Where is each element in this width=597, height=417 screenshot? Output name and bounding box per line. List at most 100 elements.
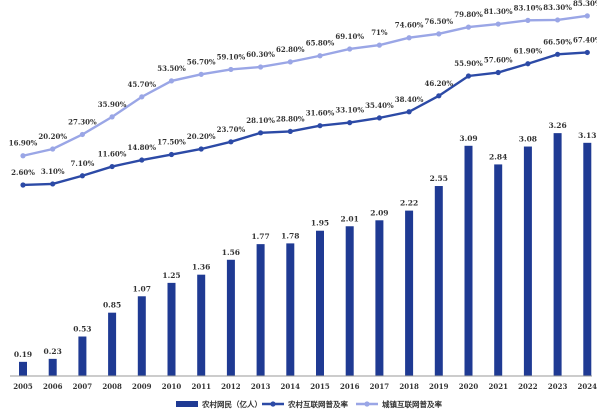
rural-point-2011 xyxy=(198,146,204,152)
urban-label-2016: 69.10% xyxy=(335,32,364,41)
bar-label-2011: 1.36 xyxy=(192,263,210,272)
bar-label-2022: 3.08 xyxy=(519,135,537,144)
rural-point-2014 xyxy=(287,128,293,135)
rural-label-2011: 20.20% xyxy=(187,132,216,141)
rural-point-2018 xyxy=(406,109,412,115)
bar-2021 xyxy=(494,164,503,376)
bar-series-group: 0.19 0.23 0.53 0.85 1.07 1.25 1.36 1.56 1.77 1.78… xyxy=(14,121,596,376)
x-tick-2011: 2011 xyxy=(191,382,211,391)
urban-label-2018: 74.60% xyxy=(395,21,424,30)
x-tick-2020: 2020 xyxy=(459,382,479,391)
bar-2011 xyxy=(197,274,206,376)
rural-label-2005: 2.60% xyxy=(11,168,35,177)
rural-label-2016: 33.10% xyxy=(335,106,364,115)
urban-point-2019 xyxy=(436,31,442,37)
x-tick-2012: 2012 xyxy=(221,382,241,391)
urban-label-2014: 62.80% xyxy=(276,45,305,54)
urban-label-2012: 59.10% xyxy=(217,52,246,61)
rural-label-2014: 28.80% xyxy=(276,114,305,123)
rural-label-2009: 14.80% xyxy=(128,143,157,152)
bar-2008 xyxy=(108,312,117,376)
urban-label-2022: 83.10% xyxy=(514,3,543,12)
bar-label-2020: 3.09 xyxy=(459,134,477,143)
rural-point-2009 xyxy=(139,157,145,163)
urban-point-2020 xyxy=(465,24,472,30)
bar-label-2006: 0.23 xyxy=(44,347,62,356)
bar-2014 xyxy=(286,243,295,376)
x-tick-2008: 2008 xyxy=(102,382,122,391)
urban-point-2024 xyxy=(584,13,590,19)
rural-label-2015: 31.60% xyxy=(306,109,335,118)
x-tick-2016: 2016 xyxy=(340,382,360,391)
rural-label-2020: 55.90% xyxy=(454,59,483,68)
bar-label-2010: 1.25 xyxy=(162,271,180,280)
urban-point-2018 xyxy=(406,35,412,41)
bar-label-2008: 0.85 xyxy=(103,301,121,310)
rural-label-2019: 46.20% xyxy=(425,79,454,88)
rural-label-2006: 3.10% xyxy=(41,167,65,176)
x-tick-2024: 2024 xyxy=(578,382,597,391)
urban-label-2010: 53.50% xyxy=(157,64,186,73)
legend-label-rural-penetration: 农村互联网普及率 xyxy=(287,399,348,409)
urban-label-2023: 83.30% xyxy=(543,3,572,12)
urban-point-2013 xyxy=(258,64,264,70)
bar-2023 xyxy=(553,133,562,376)
bar-label-2023: 3.26 xyxy=(548,121,566,130)
bar-2012 xyxy=(226,259,235,376)
bar-2024 xyxy=(583,142,592,376)
bar-2010 xyxy=(167,282,176,376)
urban-label-2015: 65.80% xyxy=(306,39,335,48)
x-tick-2013: 2013 xyxy=(251,382,271,391)
urban-label-2021: 81.30% xyxy=(484,7,513,16)
x-tick-2005: 2005 xyxy=(13,382,33,391)
bar-2013 xyxy=(256,244,265,376)
rural-label-2023: 66.50% xyxy=(543,37,572,46)
x-tick-2018: 2018 xyxy=(399,382,419,391)
x-tick-2022: 2022 xyxy=(518,382,538,391)
urban-label-2008: 35.90% xyxy=(98,100,127,109)
rural-point-2016 xyxy=(347,120,353,126)
rural-point-2024 xyxy=(584,49,590,56)
rural-point-2005 xyxy=(20,182,26,188)
bar-label-2021: 2.84 xyxy=(489,152,507,161)
legend-marker-rural-penetration xyxy=(270,401,276,407)
rural-point-2008 xyxy=(109,163,115,170)
urban-label-2024: 85.30% xyxy=(573,0,597,8)
bar-label-2015: 1.95 xyxy=(311,219,329,228)
rural-label-2021: 57.60% xyxy=(484,56,513,65)
bar-2007 xyxy=(78,336,87,376)
bar-2006 xyxy=(48,358,57,376)
x-tick-2021: 2021 xyxy=(488,382,508,391)
bar-label-2012: 1.56 xyxy=(222,248,240,257)
urban-point-2014 xyxy=(287,59,293,65)
bar-label-2024: 3.13 xyxy=(578,131,596,140)
urban-point-2015 xyxy=(317,53,323,59)
rural-label-2022: 61.90% xyxy=(514,47,543,56)
rural-point-2013 xyxy=(258,130,264,136)
bar-label-2013: 1.77 xyxy=(251,232,269,241)
urban-point-2021 xyxy=(495,21,501,27)
urban-label-2005: 16.90% xyxy=(9,139,38,148)
urban-label-2017: 71% xyxy=(371,28,388,37)
legend: 农村网民（亿人） 农村互联网普及率 城镇互联网普及率 xyxy=(176,399,442,409)
legend-label-rural-netizens: 农村网民（亿人） xyxy=(201,399,262,409)
bar-2017 xyxy=(375,220,384,376)
urban-point-2012 xyxy=(228,66,234,73)
bar-label-2018: 2.22 xyxy=(400,199,418,208)
urban-point-2010 xyxy=(168,78,175,84)
x-tick-2017: 2017 xyxy=(370,382,390,391)
rural-label-2008: 11.60% xyxy=(98,150,127,159)
rural-line xyxy=(22,51,588,187)
urban-label-2019: 76.50% xyxy=(425,17,454,26)
rural-point-2012 xyxy=(228,139,234,145)
bar-2019 xyxy=(434,186,443,376)
urban-label-2009: 45.70% xyxy=(128,80,157,89)
bar-label-2017: 2.09 xyxy=(370,208,388,217)
urban-label-2006: 20.20% xyxy=(38,132,67,141)
bar-label-2009: 1.07 xyxy=(133,284,151,293)
rural-point-2020 xyxy=(465,73,472,79)
bar-label-2014: 1.78 xyxy=(281,231,299,240)
x-tick-2019: 2019 xyxy=(429,382,449,391)
urban-point-2008 xyxy=(109,114,115,120)
rural-label-2012: 23.70% xyxy=(217,125,246,134)
